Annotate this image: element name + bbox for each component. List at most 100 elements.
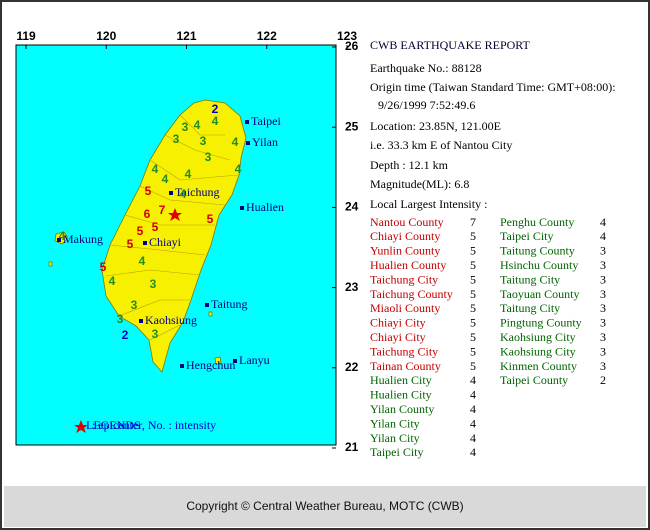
- station-name: Chiayi County: [370, 229, 440, 243]
- legend-title: LEGENDS: [86, 418, 141, 432]
- map-intensity: 2: [122, 328, 129, 342]
- map-intensity: 4: [194, 118, 201, 132]
- place-dot: [139, 319, 143, 323]
- station-name: Taipei City: [500, 229, 553, 243]
- station-name: Yunlin County: [370, 244, 440, 258]
- map-intensity: 4: [59, 229, 66, 243]
- report-line: Magnitude(ML): 6.8: [370, 177, 469, 191]
- station-intensity: 5: [470, 316, 476, 330]
- county-borders: [105, 114, 239, 341]
- latitude-label: 26: [345, 39, 359, 53]
- place-label: Yilan: [252, 135, 278, 149]
- map-intensity: 3: [200, 134, 207, 148]
- station-name: Hsinchu County: [500, 258, 578, 272]
- station-intensity: 3: [600, 316, 606, 330]
- report-title: CWB EARTHQUAKE REPORT: [370, 38, 531, 52]
- station-intensity: 5: [470, 258, 476, 272]
- station-intensity: 3: [600, 244, 606, 258]
- station-intensity: 5: [470, 344, 476, 358]
- place-label: Lanyu: [239, 353, 270, 367]
- station-intensity: 4: [470, 445, 476, 459]
- map-intensity: 4: [162, 172, 169, 186]
- latitude-label: 22: [345, 360, 359, 374]
- station-intensity: 5: [470, 330, 476, 344]
- place-label: Hualien: [246, 200, 284, 214]
- station-intensity: 5: [470, 287, 476, 301]
- station-intensity: 4: [600, 215, 606, 229]
- map-intensity: 2: [212, 102, 219, 116]
- station-intensity: 7: [470, 215, 476, 229]
- station-intensity: 3: [600, 287, 606, 301]
- station-intensity: 5: [470, 244, 476, 258]
- map-intensity: 3: [131, 298, 138, 312]
- map-intensity: 3: [117, 312, 124, 326]
- station-intensity: 3: [600, 272, 606, 286]
- station-name: Pingtung County: [500, 316, 582, 330]
- longitude-label: 119: [16, 29, 36, 43]
- place-dot: [57, 238, 61, 242]
- map-intensity: 4: [152, 162, 159, 176]
- place-dot: [180, 364, 184, 368]
- station-name: Tainan County: [370, 359, 441, 373]
- penghu-islet: [48, 261, 53, 267]
- station-intensity: 4: [600, 229, 606, 243]
- place-label: Taipei: [251, 114, 281, 128]
- report-line: Depth : 12.1 km: [370, 158, 449, 172]
- place-label: Hengchun: [186, 358, 235, 372]
- station-name: Kinmen County: [500, 359, 577, 373]
- map-intensity: 4: [212, 114, 219, 128]
- station-name: Yilan City: [370, 416, 420, 430]
- longitude-label: 121: [176, 29, 196, 43]
- station-name: Kaohsiung City: [500, 344, 576, 358]
- station-intensity: 5: [470, 359, 476, 373]
- place-dot: [143, 241, 147, 245]
- taiwan-island: [101, 99, 247, 373]
- map-intensity: 3: [205, 150, 212, 164]
- footer-band: [4, 486, 646, 527]
- map-intensity: 3: [150, 277, 157, 291]
- station-name: Yilan County: [370, 402, 434, 416]
- landmass: [48, 99, 247, 373]
- place-label: Chiayi: [149, 235, 182, 249]
- place-dot: [240, 206, 244, 210]
- report-line: Location: 23.85N, 121.00E: [370, 119, 501, 133]
- map-intensity: 4: [232, 135, 239, 149]
- station-name: Taichung City: [370, 272, 438, 286]
- place-label: Kaohsiung: [145, 313, 197, 327]
- station-name: Taitung City: [500, 301, 560, 315]
- station-name: Taichung County: [370, 287, 453, 301]
- longitude-label: 122: [257, 29, 277, 43]
- map-intensity: 5: [137, 224, 144, 238]
- station-name: Hualien City: [370, 388, 432, 402]
- map-intensity: 3: [182, 120, 189, 134]
- latitude-label: 21: [345, 440, 359, 454]
- map-intensity: 4: [235, 162, 242, 176]
- station-intensity: 3: [600, 344, 606, 358]
- station-intensity: 5: [470, 301, 476, 315]
- place-label: Taitung: [211, 297, 248, 311]
- county-border: [105, 114, 239, 341]
- report-line: 9/26/1999 7:52:49.6: [378, 98, 475, 112]
- station-intensity: 3: [600, 330, 606, 344]
- station-name: Nantou County: [370, 215, 444, 229]
- lanyu-island: [214, 356, 222, 365]
- footer-copyright: Copyright © Central Weather Bureau, MOTC…: [186, 499, 463, 513]
- place-dot: [233, 359, 237, 363]
- station-name: Taitung County: [500, 244, 575, 258]
- station-intensity: 4: [470, 431, 476, 445]
- report-line: i.e. 33.3 km E of Nantou City: [370, 138, 512, 152]
- map-intensity: 4: [139, 254, 146, 268]
- map-intensity: 3: [173, 132, 180, 146]
- green-island: [208, 311, 213, 317]
- map-intensity: 5: [145, 184, 152, 198]
- map-intensity: 5: [100, 260, 107, 274]
- map-intensity: 7: [159, 203, 166, 217]
- station-name: Hualien County: [370, 258, 446, 272]
- station-name: Hualien City: [370, 373, 432, 387]
- station-intensity: 4: [470, 388, 476, 402]
- legend-star: [74, 420, 88, 433]
- station-name: Kaohsiung City: [500, 330, 576, 344]
- station-intensity: 3: [600, 301, 606, 315]
- place-dot: [246, 141, 250, 145]
